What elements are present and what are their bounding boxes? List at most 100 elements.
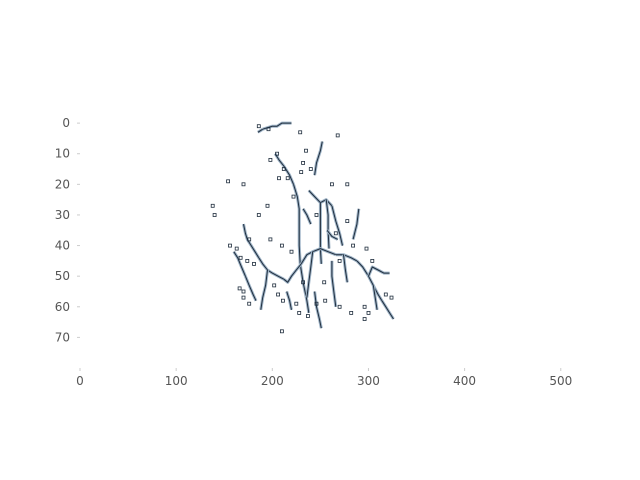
edge-fragment [281, 167, 286, 171]
edge-fragment [389, 295, 394, 300]
edge-fragment [305, 314, 310, 318]
edge-stroke [381, 300, 394, 320]
edge-fragment [275, 151, 280, 156]
edge-fragment [297, 310, 302, 315]
edge-stroke [260, 269, 268, 310]
edge-fragment [238, 255, 243, 260]
edge-fragment [241, 295, 246, 300]
edge-stroke [299, 263, 310, 313]
y-tick-label: 40 [55, 239, 70, 253]
edge-fragment [241, 289, 246, 294]
edge-stroke [274, 153, 294, 185]
edge-stroke [262, 122, 292, 130]
edge-fragment [226, 179, 231, 184]
edge-stroke [314, 141, 323, 176]
edge-fragment [256, 124, 261, 129]
edge-fragment [247, 301, 252, 306]
edge-fragment [299, 170, 304, 175]
edge-fragment [252, 261, 256, 266]
edge-fragment [247, 237, 252, 242]
edge-stroke [257, 128, 263, 133]
edge-fragment [272, 283, 277, 288]
y-tick-label: 30 [55, 208, 70, 222]
edge-stroke [335, 254, 358, 262]
x-tick-label: 200 [261, 374, 284, 388]
edge-fragment [337, 304, 342, 309]
edge-fragment [234, 246, 239, 251]
edge-stroke [343, 254, 348, 283]
edge-stroke [325, 199, 330, 249]
y-tick-label: 50 [55, 269, 70, 283]
edge-fragment [276, 292, 281, 297]
edge-fragment [308, 167, 313, 171]
edge-fragment [349, 310, 354, 315]
edge-stroke [293, 184, 301, 264]
edge-stroke [244, 276, 257, 301]
edge-fragment [301, 160, 306, 165]
edge-fragment [329, 182, 334, 187]
edge-fragment [291, 194, 296, 199]
x-axis-ticks: 0 100 200 300 400 500 [76, 368, 572, 388]
y-axis-ticks: 0 10 20 30 40 50 60 70 [55, 116, 80, 344]
edge-stroke [286, 291, 292, 310]
edge-fragment [304, 148, 308, 153]
edge-stroke [243, 223, 260, 259]
edge-fragment [314, 213, 319, 217]
edge-fragment [335, 133, 340, 138]
edge-stroke [331, 260, 337, 307]
edge-fragment [337, 258, 342, 263]
edge-stroke [306, 251, 314, 298]
edge-stroke [331, 205, 343, 246]
edge-fragment [228, 243, 232, 248]
y-tick-label: 70 [55, 330, 70, 344]
edge-fragment [285, 176, 290, 181]
x-tick-label: 400 [453, 374, 476, 388]
edge-fragment [345, 219, 350, 224]
edge-fragment [268, 237, 273, 242]
edge-fragment [370, 258, 375, 263]
edge-fragment [277, 176, 281, 181]
edge-fragment [322, 280, 327, 285]
edge-stroke [372, 285, 378, 310]
edge-stroke [352, 208, 360, 240]
x-tick-label: 0 [76, 374, 84, 388]
x-tick-label: 100 [165, 374, 188, 388]
edge-stroke [283, 263, 302, 283]
x-tick-label: 500 [549, 374, 572, 388]
edge-fragment [289, 249, 294, 254]
plot-region [80, 117, 580, 368]
edge-stroke [258, 257, 285, 280]
edge-fragment [333, 231, 338, 236]
edge-fragment [366, 310, 371, 315]
y-tick-label: 20 [55, 177, 70, 191]
y-tick-label: 60 [55, 300, 70, 314]
edge-stroke [302, 208, 312, 225]
edge-fragment [210, 203, 215, 208]
edge-fragment [383, 292, 388, 297]
edge-fragment [279, 329, 284, 334]
edge-fragment [245, 258, 250, 263]
edge-fragment [241, 182, 246, 187]
edge-fragment [364, 246, 369, 251]
y-tick-label: 0 [62, 116, 70, 130]
edge-fragment [301, 280, 306, 285]
edge-fragment [362, 317, 367, 321]
edge-fragment [268, 157, 273, 162]
edge-fragment [266, 127, 271, 132]
y-tick-label: 10 [55, 147, 70, 161]
edge-fragment [256, 213, 261, 217]
edge-fragment [237, 286, 242, 291]
edge-stroke [314, 291, 322, 329]
edge-fragment [362, 304, 367, 309]
edge-fragment [323, 298, 328, 303]
edge-fragment [314, 301, 319, 306]
edge-fragment [280, 298, 285, 303]
edge-stroke [326, 229, 338, 240]
edge-stroke [368, 266, 390, 277]
edge-stroke [319, 202, 322, 264]
edge-fragment [345, 182, 350, 187]
edge-fragment [298, 130, 303, 135]
x-tick-label: 300 [357, 374, 380, 388]
edge-fragment [351, 243, 356, 248]
edge-fragment [294, 301, 299, 306]
